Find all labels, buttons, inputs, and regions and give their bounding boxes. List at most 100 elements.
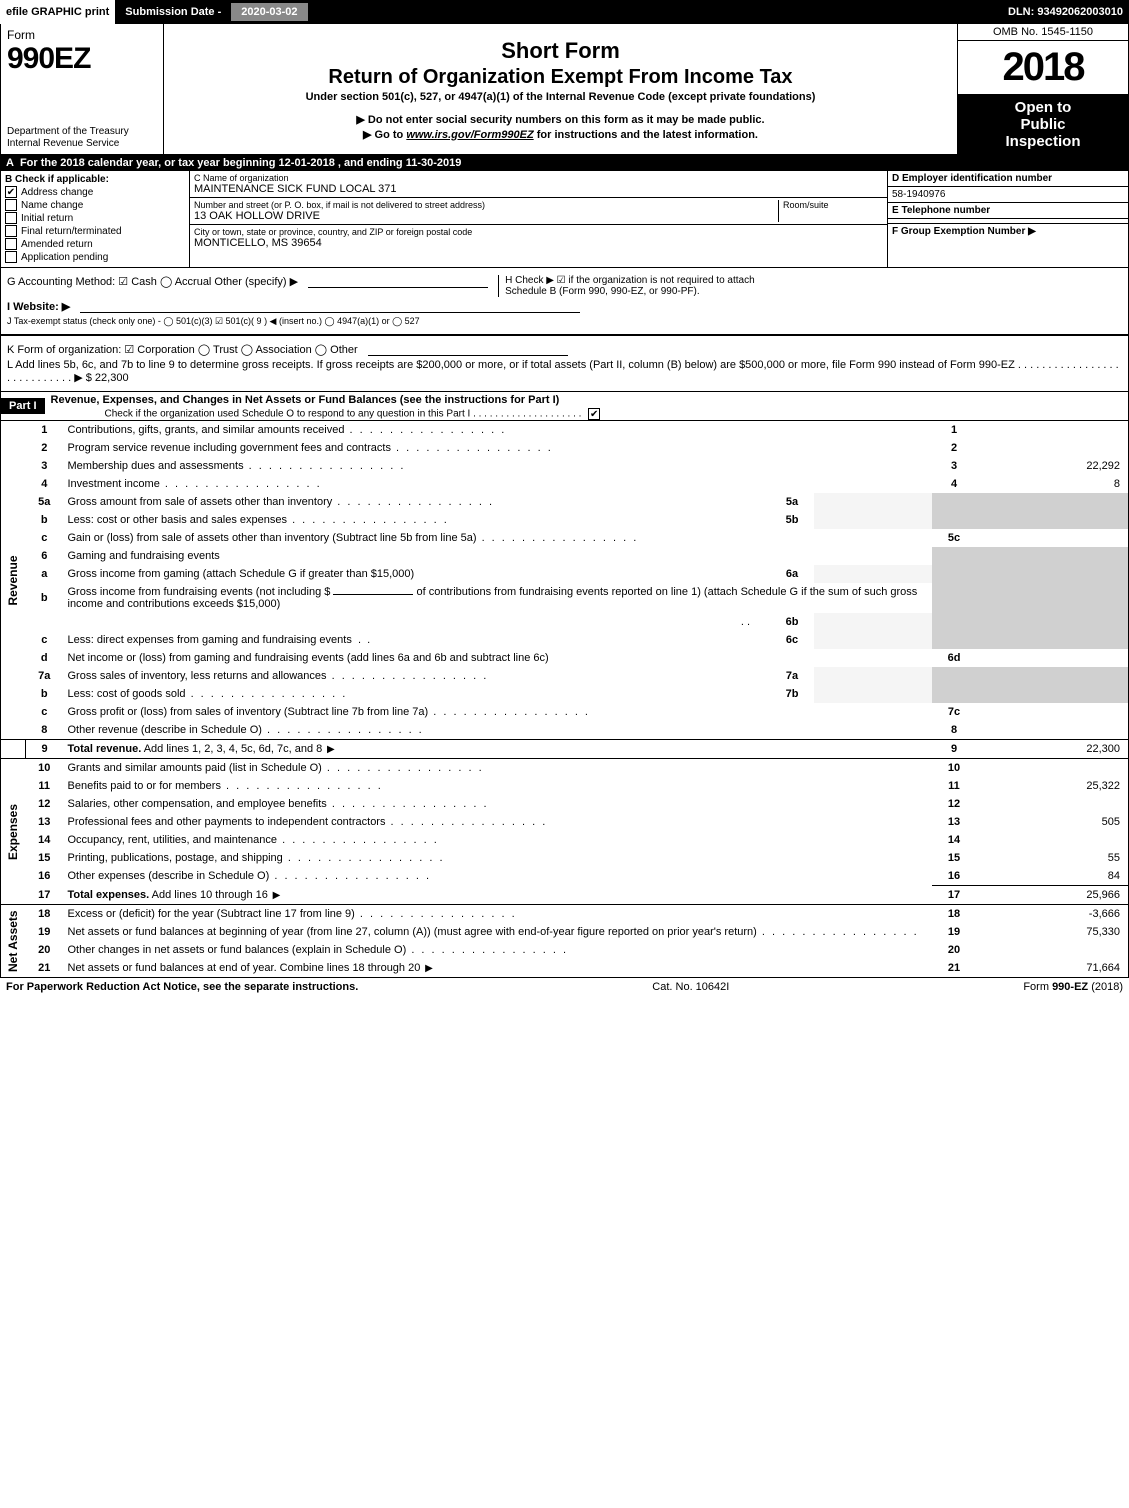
under-section: Under section 501(c), 527, or 4947(a)(1)… — [170, 91, 951, 103]
inner-num: 5b — [770, 511, 814, 529]
table-row: 15 Printing, publications, postage, and … — [1, 849, 1129, 867]
main-table: Revenue 1 Contributions, gifts, grants, … — [0, 421, 1129, 978]
line-desc-bold: Total revenue. — [68, 743, 142, 755]
footer-left: For Paperwork Reduction Act Notice, see … — [6, 981, 358, 993]
header-left: Form 990EZ Department of the Treasury In… — [1, 24, 164, 154]
line-i-text: I Website: ▶ — [7, 300, 70, 313]
section-a-letter: A — [6, 157, 14, 169]
address-row: Number and street (or P. O. box, if mail… — [190, 198, 887, 225]
chk-name-change[interactable]: Name change — [5, 199, 185, 211]
chk-address-change[interactable]: Address change — [5, 186, 185, 198]
part1-checkbox[interactable] — [588, 408, 600, 420]
line-desc: Net assets or fund balances at beginning… — [68, 926, 919, 938]
right-num — [932, 493, 976, 511]
line-num: 13 — [25, 813, 64, 831]
goto-link[interactable]: www.irs.gov/Form990EZ — [406, 129, 533, 141]
line-num: 12 — [25, 795, 64, 813]
line-num: c — [25, 703, 64, 721]
right-val: 505 — [976, 813, 1129, 831]
line-desc: Gaming and fundraising events — [68, 550, 220, 562]
form-label: Form — [7, 28, 157, 42]
line-num: b — [25, 685, 64, 703]
table-row: 2 Program service revenue including gove… — [1, 439, 1129, 457]
line-desc: Excess or (deficit) for the year (Subtra… — [68, 908, 517, 920]
right-val: 55 — [976, 849, 1129, 867]
line-i: I Website: ▶ — [7, 300, 1122, 313]
part1-sub-text: Check if the organization used Schedule … — [105, 409, 582, 420]
checkbox-icon[interactable] — [5, 186, 17, 198]
info-table: B Check if applicable: Address change Na… — [0, 171, 1129, 268]
line-desc: Investment income — [68, 478, 322, 490]
right-val — [976, 421, 1129, 439]
address-label: Number and street (or P. O. box, if mail… — [194, 200, 778, 210]
ein-label: D Employer identification number — [888, 171, 1128, 187]
right-num: 4 — [932, 475, 976, 493]
right-val: 22,292 — [976, 457, 1129, 475]
table-row: 16 Other expenses (describe in Schedule … — [1, 867, 1129, 886]
chk-amended-return[interactable]: Amended return — [5, 238, 185, 250]
line-num: 21 — [25, 959, 64, 978]
goto-link-row: ▶ Go to www.irs.gov/Form990EZ for instru… — [170, 128, 951, 141]
right-num: 16 — [932, 867, 976, 886]
line-desc: Net assets or fund balances at end of ye… — [68, 962, 435, 974]
open-to: Open to — [962, 99, 1124, 116]
line-desc: Gain or (loss) from sale of assets other… — [68, 532, 639, 544]
line-num: 17 — [25, 886, 64, 905]
table-row: 9 Total revenue. Add lines 1, 2, 3, 4, 5… — [1, 740, 1129, 759]
chk-label: Application pending — [21, 252, 108, 263]
right-num — [932, 583, 976, 613]
table-row: c Less: direct expenses from gaming and … — [1, 631, 1129, 649]
mid-section: G Accounting Method: ☑ Cash ◯ Accrual Ot… — [0, 268, 1129, 335]
chk-initial-return[interactable]: Initial return — [5, 212, 185, 224]
inner-num: 7b — [770, 685, 814, 703]
chk-application-pending[interactable]: Application pending — [5, 251, 185, 263]
right-num: 13 — [932, 813, 976, 831]
line-desc: Other changes in net assets or fund bala… — [68, 944, 569, 956]
group-exemption-label: F Group Exemption Number ▶ — [888, 224, 1128, 239]
section-b-title: B Check if applicable: — [5, 174, 185, 185]
line-h-box: H Check ▶ ☑ if the organization is not r… — [498, 275, 795, 297]
table-row: b Gross income from fundraising events (… — [1, 583, 1129, 613]
checkbox-icon[interactable] — [5, 212, 17, 224]
right-val — [976, 583, 1129, 613]
right-num: 14 — [932, 831, 976, 849]
line-num: 11 — [25, 777, 64, 795]
right-val — [976, 703, 1129, 721]
line-num: 19 — [25, 923, 64, 941]
inner-val — [814, 511, 932, 529]
table-row: 3 Membership dues and assessments 3 22,2… — [1, 457, 1129, 475]
right-num: 1 — [932, 421, 976, 439]
line-desc: Less: cost of goods sold — [68, 688, 348, 700]
line-desc: Membership dues and assessments — [68, 460, 406, 472]
checkbox-icon[interactable] — [5, 238, 17, 250]
calendar-year-row: A For the 2018 calendar year, or tax yea… — [0, 155, 1129, 171]
header-middle: Short Form Return of Organization Exempt… — [164, 24, 957, 154]
line-num: 18 — [25, 905, 64, 924]
checkbox-icon[interactable] — [5, 199, 17, 211]
calendar-year-text: For the 2018 calendar year, or tax year … — [20, 157, 461, 169]
website-fill[interactable] — [80, 300, 580, 313]
inner-val — [814, 613, 932, 631]
right-val — [976, 529, 1129, 547]
right-val — [976, 565, 1129, 583]
right-val: 22,300 — [976, 740, 1129, 759]
inner-num: 6c — [770, 631, 814, 649]
chk-label: Address change — [21, 187, 93, 198]
right-val — [976, 493, 1129, 511]
fill-line — [368, 343, 568, 356]
line-num: b — [25, 583, 64, 613]
table-row: 17 Total expenses. Add lines 10 through … — [1, 886, 1129, 905]
right-val — [976, 721, 1129, 740]
efile-label: efile GRAPHIC print — [0, 0, 115, 24]
fill-line — [333, 594, 413, 595]
chk-final-return[interactable]: Final return/terminated — [5, 225, 185, 237]
line-num: c — [25, 631, 64, 649]
checkbox-icon[interactable] — [5, 225, 17, 237]
table-row: 21 Net assets or fund balances at end of… — [1, 959, 1129, 978]
line-num: 10 — [25, 759, 64, 778]
line-num: 2 — [25, 439, 64, 457]
right-num — [932, 565, 976, 583]
checkbox-icon[interactable] — [5, 251, 17, 263]
line-desc: Add lines 1, 2, 3, 4, 5c, 6d, 7c, and 8 — [144, 743, 337, 755]
city-label: City or town, state or province, country… — [194, 227, 883, 237]
